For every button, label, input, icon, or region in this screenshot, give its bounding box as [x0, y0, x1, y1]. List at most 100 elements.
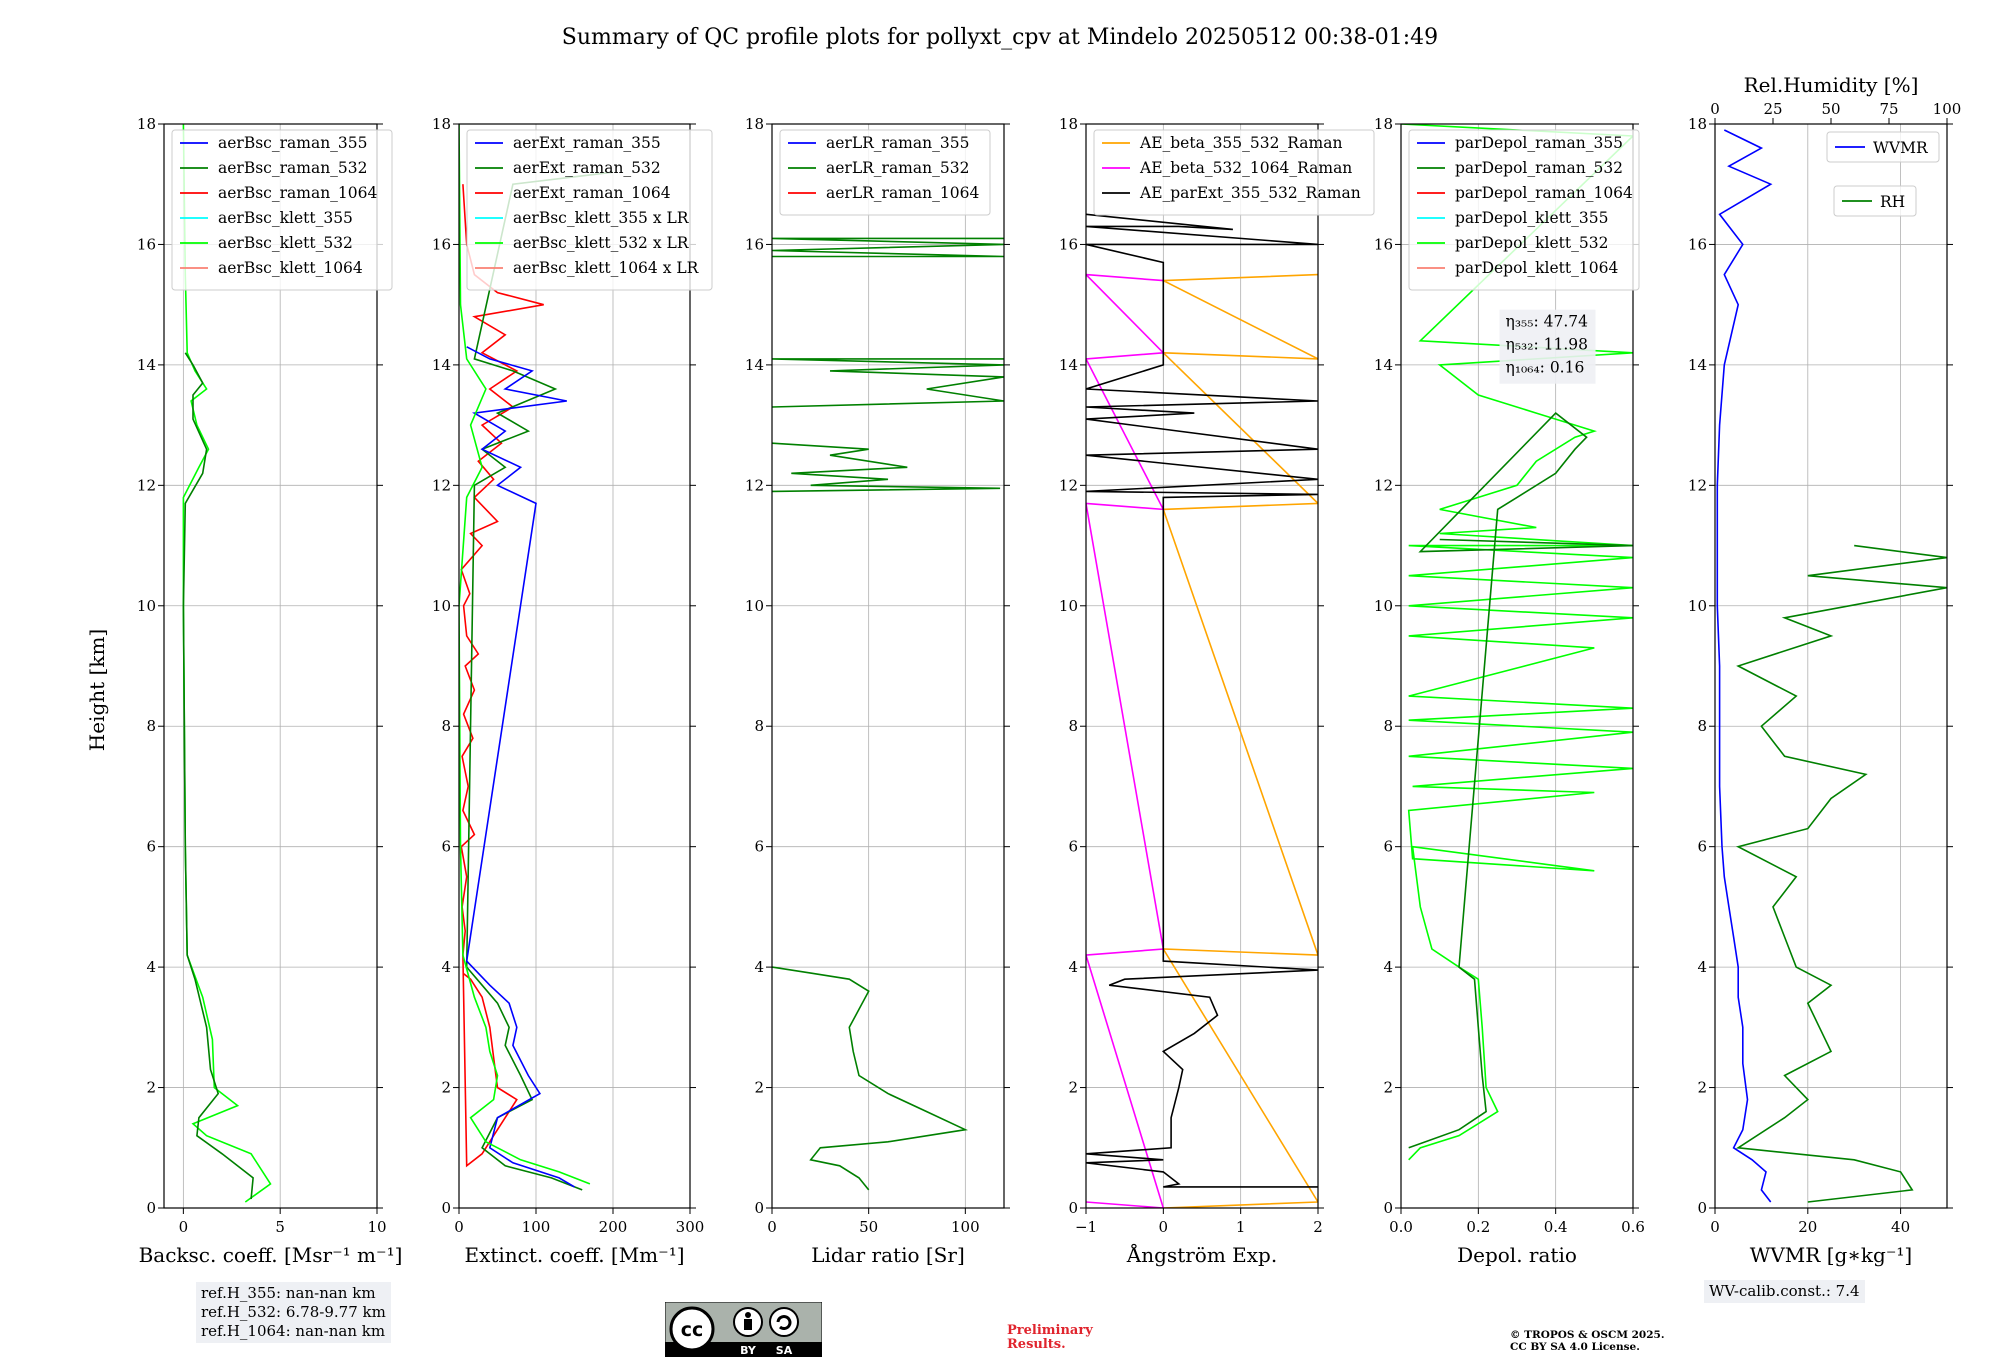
legend-ext: [466, 129, 713, 291]
x-tick-label-depol-2: 0.4: [1544, 1218, 1568, 1236]
x-tick-label-ext-3: 300: [676, 1218, 705, 1236]
y-tick-label-lr-3: 6: [754, 838, 764, 856]
x-tick-label-ae-3: 2: [1313, 1218, 1323, 1236]
y-tick-label-lr-9: 18: [745, 115, 764, 133]
top-tick-label-2: 50: [1821, 100, 1840, 118]
legend-bsc: [171, 129, 393, 291]
series-ext-0: [460, 184, 544, 1168]
y-tick-label-depol-7: 14: [1374, 356, 1393, 374]
y-tick-label-lr-4: 8: [754, 717, 764, 735]
y-tick-label-ae-1: 2: [1068, 1079, 1078, 1097]
sa-icon: [769, 1307, 799, 1337]
y-tick-label-wv-1: 2: [1697, 1079, 1707, 1097]
y-tick-label-depol-8: 16: [1374, 235, 1393, 253]
y-tick-label-ext-8: 16: [432, 235, 451, 253]
legend-label-lr-1: aerLR_raman_532: [826, 159, 969, 177]
series-ae-0: [1160, 273, 1318, 1208]
x-tick-label-depol-1: 0.2: [1466, 1218, 1490, 1236]
top-tick-label-1: 25: [1763, 100, 1782, 118]
legend-label-depol-5: parDepol_klett_1064: [1455, 259, 1618, 277]
y-tick-label-wv-6: 12: [1688, 476, 1707, 494]
x-tick-label-ext-2: 200: [599, 1218, 628, 1236]
x-tick-label-wv-0: 0: [1710, 1218, 1720, 1236]
x-axis-label-ext: Extinct. coeff. [Mm⁻¹]: [464, 1243, 684, 1267]
legend-label-lr-0: aerLR_raman_355: [826, 134, 969, 152]
y-tick-label-bsc-9: 18: [137, 115, 156, 133]
legend-wvmr-label: WVMR: [1873, 139, 1929, 157]
legend-label-ext-4: aerBsc_klett_532 x LR: [513, 234, 690, 252]
series-wv-0: [1716, 129, 1773, 1203]
y-tick-label-wv-3: 6: [1697, 838, 1707, 856]
eta-box: [1499, 309, 1596, 384]
y-tick-label-lr-1: 2: [754, 1079, 764, 1097]
series-ae-2: [1086, 213, 1318, 1188]
legend-label-lr-2: aerLR_raman_1064: [826, 184, 979, 202]
top-tick-label-3: 75: [1879, 100, 1898, 118]
y-tick-label-ext-4: 8: [441, 717, 451, 735]
y-tick-label-depol-4: 8: [1383, 717, 1393, 735]
legend-rh-label: RH: [1880, 193, 1905, 211]
y-tick-label-wv-4: 8: [1697, 717, 1707, 735]
y-tick-label-wv-9: 18: [1688, 115, 1707, 133]
legend-label-ext-2: aerExt_raman_1064: [513, 184, 671, 202]
x-axis-label-wv: WVMR [g∗kg⁻¹]: [1750, 1243, 1912, 1267]
legend-ae: [1093, 129, 1375, 216]
ref-height-532: ref.H_532: 6.78-9.77 km: [201, 1303, 386, 1321]
frame-ext: [458, 123, 691, 1209]
y-tick-label-ae-9: 18: [1059, 115, 1078, 133]
eta-label-2: η₁₀₆₄: 0.16: [1506, 359, 1585, 377]
y-tick-label-bsc-0: 0: [146, 1199, 156, 1217]
y-tick-label-bsc-6: 12: [137, 476, 156, 494]
by-label: BY: [740, 1344, 757, 1357]
x-axis-label-depol: Depol. ratio: [1457, 1243, 1577, 1267]
y-tick-label-ext-2: 4: [441, 958, 451, 976]
x-tick-label-wv-2: 40: [1891, 1218, 1910, 1236]
series-ext-3: [459, 124, 591, 1185]
y-tick-label-ext-0: 0: [441, 1199, 451, 1217]
y-tick-label-lr-2: 4: [754, 958, 764, 976]
ref-height-355: ref.H_355: nan-nan km: [201, 1284, 376, 1302]
cc-license-badge[interactable]: cc BY SA: [665, 1302, 822, 1357]
y-tick-label-ae-6: 12: [1059, 476, 1078, 494]
y-tick-label-ae-5: 10: [1059, 597, 1078, 615]
preliminary-line-2: Results.: [1007, 1337, 1066, 1352]
legend-label-depol-1: parDepol_raman_532: [1455, 159, 1623, 177]
sa-label: SA: [776, 1344, 793, 1357]
x-tick-label-bsc-2: 10: [367, 1218, 386, 1236]
y-tick-label-ae-4: 8: [1068, 717, 1078, 735]
frame-wv: [1714, 123, 1948, 1209]
legend-label-ae-1: AE_beta_532_1064_Raman: [1139, 159, 1352, 177]
copyright-line-2: CC BY SA 4.0 License.: [1510, 1341, 1640, 1353]
legend-label-ext-0: aerExt_raman_355: [513, 134, 661, 152]
series-lr-1: [772, 442, 1001, 493]
y-tick-label-bsc-4: 8: [146, 717, 156, 735]
top-tick-label-4: 100: [1933, 100, 1962, 118]
legend-label-ae-2: AE_parExt_355_532_Raman: [1139, 184, 1361, 202]
series-bsc-1: [182, 352, 254, 1200]
legend-label-ext-3: aerBsc_klett_355 x LR: [513, 209, 690, 227]
ref-height-1064: ref.H_1064: nan-nan km: [201, 1322, 386, 1340]
x-tick-label-bsc-0: 0: [179, 1218, 189, 1236]
y-tick-label-depol-0: 0: [1383, 1199, 1393, 1217]
legend-label-bsc-4: aerBsc_klett_532: [218, 234, 353, 252]
y-tick-label-lr-0: 0: [754, 1199, 764, 1217]
y-tick-label-depol-5: 10: [1374, 597, 1393, 615]
y-tick-label-ae-8: 16: [1059, 235, 1078, 253]
x-axis-label-lr: Lidar ratio [Sr]: [811, 1243, 965, 1267]
x-tick-label-ae-1: 0: [1159, 1218, 1169, 1236]
legend-label-depol-3: parDepol_klett_355: [1455, 209, 1608, 227]
y-tick-label-wv-8: 16: [1688, 235, 1707, 253]
legend-label-bsc-2: aerBsc_raman_1064: [218, 184, 378, 202]
eta-label-1: η₅₃₂: 11.98: [1506, 336, 1588, 354]
series-wv-1: [1735, 544, 1947, 1203]
x-tick-label-wv-1: 20: [1798, 1218, 1817, 1236]
y-tick-label-ae-0: 0: [1068, 1199, 1078, 1217]
series-lr-3: [772, 237, 1004, 258]
legend-label-depol-0: parDepol_raman_355: [1455, 134, 1623, 152]
ref-height-box: ref.H_355: nan-nan km ref.H_532: 6.78-9.7…: [196, 1282, 391, 1343]
copyright-note: © TROPOS & OSCM 2025. CC BY SA 4.0 Licens…: [1510, 1329, 1665, 1353]
top-axis-label: Rel.Humidity [%]: [1744, 73, 1919, 97]
panel-lr: 0 50 100 0 2 4 6 8 10 12 14 16 18 Lidar ratio [Sr] aer…: [745, 115, 1010, 1267]
